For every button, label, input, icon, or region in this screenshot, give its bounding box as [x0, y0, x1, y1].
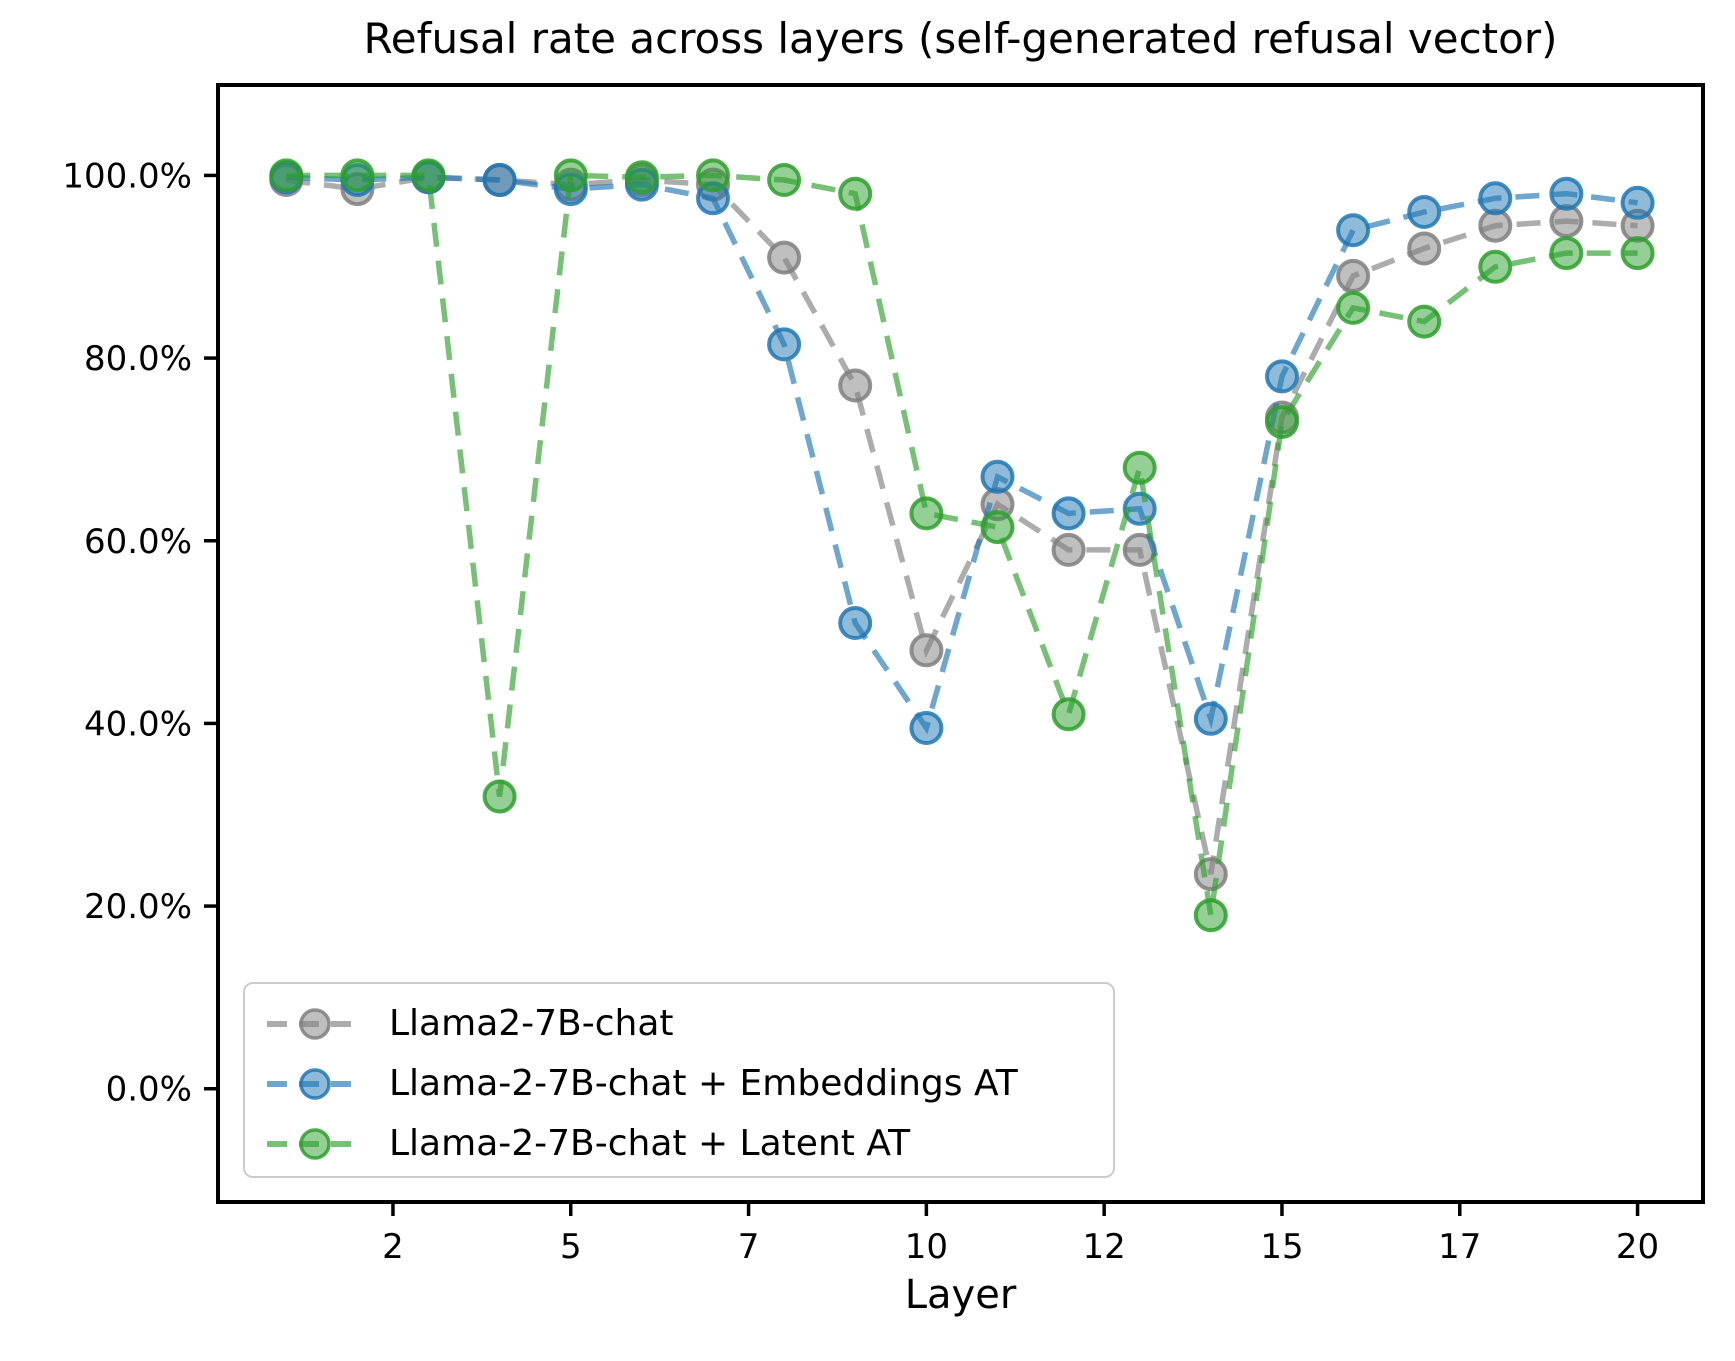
data-point: [767, 163, 802, 197]
y-tick-label: 20.0%: [84, 887, 192, 927]
data-point: [482, 779, 517, 814]
data-point: [909, 633, 944, 668]
data-point: [1549, 236, 1584, 271]
x-tick-label: 12: [1083, 1227, 1126, 1267]
data-point: [696, 158, 730, 193]
series-line-llama2-7b-chat: [285, 174, 1638, 875]
data-point: [1407, 231, 1442, 266]
x-tick-label: 10: [905, 1227, 948, 1267]
data-point: [1265, 405, 1299, 439]
data-point: [1478, 249, 1513, 284]
data-point: [482, 163, 517, 197]
legend-swatch-blue: [267, 1068, 363, 1100]
data-point: [838, 606, 873, 640]
data-point: [1265, 359, 1299, 394]
data-point: [980, 510, 1015, 545]
data-point: [838, 368, 873, 403]
x-tick-label: 5: [560, 1227, 582, 1267]
data-point: [411, 158, 446, 193]
data-point: [1336, 290, 1371, 325]
data-point: [909, 496, 944, 531]
data-point: [1193, 898, 1228, 933]
data-point: [1407, 304, 1442, 339]
data-point: [624, 160, 659, 195]
data-point: [1193, 701, 1228, 736]
data-point: [340, 158, 375, 193]
data-point: [980, 459, 1015, 494]
x-tick-label: 20: [1616, 1227, 1659, 1267]
data-point: [1549, 176, 1584, 211]
y-tick-label: 80.0%: [84, 339, 192, 379]
data-point: [1620, 185, 1655, 220]
data-point: [1051, 496, 1086, 531]
legend: Llama2-7B-chat Llama-2-7B-chat + Embeddi…: [243, 982, 1115, 1178]
x-axis-label: Layer: [904, 1272, 1017, 1318]
x-tick-label: 15: [1260, 1227, 1303, 1267]
x-tick-label: 17: [1438, 1227, 1481, 1267]
data-point: [1620, 236, 1655, 271]
data-point: [1336, 258, 1371, 293]
legend-label: Llama-2-7B-chat + Embeddings AT: [389, 1063, 1018, 1104]
y-tick-label: 100.0%: [62, 156, 192, 196]
data-point: [1051, 532, 1086, 567]
legend-item-llama2-7b-chat: Llama2-7B-chat: [267, 994, 1113, 1054]
legend-label: Llama2-7B-chat: [389, 1003, 674, 1044]
data-point: [553, 158, 588, 193]
data-point: [1478, 181, 1513, 216]
data-point: [269, 158, 304, 193]
legend-swatch-gray: [267, 1008, 363, 1040]
data-point: [1336, 213, 1371, 248]
legend-swatch-green: [267, 1128, 363, 1160]
legend-label: Llama-2-7B-chat + Latent AT: [389, 1123, 911, 1164]
data-point: [767, 240, 802, 275]
x-tick-label: 2: [382, 1227, 404, 1267]
data-point: [1122, 450, 1157, 485]
y-tick-label: 0.0%: [106, 1070, 192, 1110]
legend-item-embeddings-at: Llama-2-7B-chat + Embeddings AT: [267, 1054, 1113, 1114]
y-tick-label: 40.0%: [84, 704, 192, 744]
data-point: [838, 176, 873, 211]
data-point: [1051, 697, 1086, 732]
chart-title: Refusal rate across layers (self-generat…: [363, 14, 1558, 63]
data-point: [767, 327, 802, 362]
y-tick-label: 60.0%: [84, 522, 192, 562]
axes-frame: [216, 83, 1705, 1204]
data-point: [909, 711, 944, 745]
x-tick-label: 7: [738, 1227, 760, 1267]
legend-item-latent-at: Llama-2-7B-chat + Latent AT: [267, 1114, 1113, 1174]
data-point: [1407, 195, 1442, 229]
